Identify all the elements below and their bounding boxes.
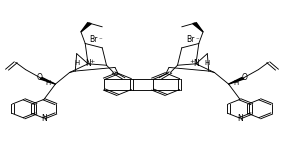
Text: H: H (233, 80, 238, 86)
Text: N: N (237, 114, 243, 123)
Text: +: + (89, 59, 95, 64)
Text: Br: Br (186, 35, 195, 44)
Text: Br: Br (89, 35, 98, 44)
Polygon shape (40, 78, 55, 84)
Polygon shape (193, 23, 203, 32)
Polygon shape (229, 78, 244, 84)
Text: N: N (41, 114, 47, 123)
Text: ⁻: ⁻ (99, 37, 103, 43)
Text: H: H (46, 80, 51, 86)
Text: +: + (189, 59, 195, 64)
Text: H: H (74, 60, 79, 66)
Text: O: O (241, 73, 247, 82)
Text: N: N (193, 59, 199, 68)
Polygon shape (81, 23, 91, 32)
Text: O: O (37, 73, 43, 82)
Text: ⁻: ⁻ (195, 37, 199, 43)
Text: H: H (205, 60, 210, 66)
Text: N: N (85, 59, 91, 68)
